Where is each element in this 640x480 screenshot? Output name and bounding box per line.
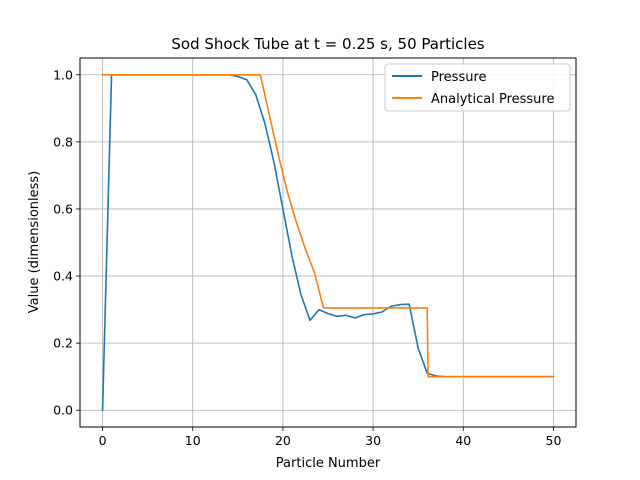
legend-label-pressure: Pressure <box>431 70 487 85</box>
y-tick-label: 0.0 <box>53 403 73 418</box>
grid-layer <box>80 58 576 427</box>
y-tick-label: 0.4 <box>53 269 73 284</box>
y-tick-label: 0.6 <box>53 201 73 216</box>
y-tick-label: 0.2 <box>53 336 73 351</box>
legend-box <box>384 63 571 112</box>
y-axis-title: Value (dimensionless) <box>27 171 42 313</box>
legend: Pressure Analytical Pressure <box>384 63 571 112</box>
tick-layer: 0 10 20 30 40 50 0.0 0.2 0.4 0.6 0.8 1.0 <box>53 67 561 448</box>
plot-frame <box>79 57 577 428</box>
x-tick-label: 30 <box>365 433 381 448</box>
x-tick-label: 0 <box>99 433 107 448</box>
x-tick-label: 50 <box>546 433 562 448</box>
x-tick-label: 10 <box>185 433 201 448</box>
series-layer <box>101 73 555 412</box>
chart-title: Sod Shock Tube at t = 0.25 s, 50 Particl… <box>171 35 484 53</box>
y-tick-label: 0.8 <box>53 134 73 149</box>
x-tick-label: 20 <box>275 433 291 448</box>
legend-label-analytical-pressure: Analytical Pressure <box>431 92 554 107</box>
series-line-analytical-pressure <box>101 73 555 378</box>
x-tick-label: 40 <box>455 433 471 448</box>
y-tick-label: 1.0 <box>53 67 73 82</box>
x-axis-title: Particle Number <box>276 456 381 471</box>
